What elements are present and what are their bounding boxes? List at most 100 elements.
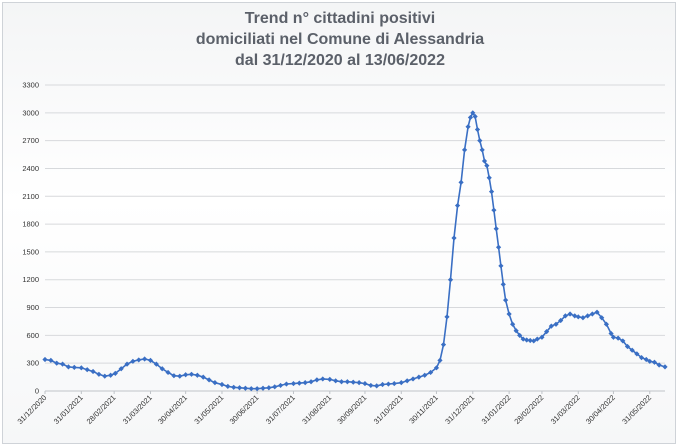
data-point xyxy=(484,163,490,169)
x-tick-label: 28/02/2021 xyxy=(85,393,118,426)
data-point xyxy=(465,124,471,130)
y-tick-label: 600 xyxy=(26,331,39,340)
y-tick-labels: 0 300 600 900 1200 1500 1800 2100 2400 2700 3000 33… xyxy=(22,81,39,396)
data-point xyxy=(585,313,591,319)
data-point xyxy=(410,376,416,382)
data-point xyxy=(379,381,386,388)
y-tick-label: 3300 xyxy=(22,81,39,90)
data-point xyxy=(603,321,609,327)
data-point xyxy=(608,330,614,337)
data-point xyxy=(290,380,297,387)
data-point xyxy=(112,370,118,376)
data-point xyxy=(42,356,48,363)
chart-title: Trend n° cittadini positivi domiciliati … xyxy=(3,8,677,71)
data-point xyxy=(71,364,77,370)
axes xyxy=(44,390,665,394)
data-point xyxy=(416,374,422,380)
data-point xyxy=(183,372,189,378)
data-point xyxy=(531,338,537,344)
data-point xyxy=(503,297,509,303)
chart-title-line-3: dal 31/12/2020 al 13/06/2022 xyxy=(235,52,445,69)
data-point xyxy=(54,360,60,366)
data-point xyxy=(236,385,243,391)
data-point xyxy=(260,385,266,391)
data-point xyxy=(539,334,545,340)
data-point xyxy=(219,381,225,388)
data-point xyxy=(651,359,658,365)
data-point xyxy=(572,313,578,319)
data-point xyxy=(500,281,506,287)
data-point xyxy=(159,366,165,372)
data-point xyxy=(524,337,530,343)
data-point xyxy=(404,378,410,384)
data-point xyxy=(356,380,362,386)
y-tick-label: 1200 xyxy=(22,275,39,284)
data-point xyxy=(567,311,573,317)
x-tick-label: 31/05/2022 xyxy=(620,393,653,426)
data-point xyxy=(447,277,454,283)
data-point xyxy=(451,235,457,241)
data-point xyxy=(374,383,380,389)
data-point xyxy=(470,110,476,116)
data-point xyxy=(513,328,519,334)
data-point xyxy=(338,379,345,385)
data-point xyxy=(320,376,326,382)
x-tick-label: 31/10/2021 xyxy=(372,393,405,426)
data-point xyxy=(643,356,649,363)
data-point xyxy=(553,321,559,327)
data-point xyxy=(48,357,54,363)
data-point xyxy=(277,382,284,389)
data-point xyxy=(477,138,483,144)
data-point xyxy=(558,317,564,324)
x-tick-label: 30/11/2021 xyxy=(407,393,440,426)
data-point xyxy=(491,207,497,213)
data-point xyxy=(391,380,397,387)
data-point xyxy=(254,386,260,392)
y-tick-label: 300 xyxy=(26,359,39,368)
data-point xyxy=(308,379,314,385)
data-point xyxy=(467,114,474,121)
y-tick-label: 2700 xyxy=(22,136,39,145)
y-tick-label: 0 xyxy=(35,387,39,396)
data-point xyxy=(481,158,488,164)
x-tick-label: 31/07/2021 xyxy=(264,393,297,426)
data-point xyxy=(427,369,434,376)
data-point xyxy=(662,364,668,370)
data-point xyxy=(212,380,218,386)
data-point xyxy=(136,357,142,363)
y-tick-label: 2100 xyxy=(22,192,39,201)
x-tick-labels: 31/12/2020 31/01/2021 28/02/2021 31/03/2021… xyxy=(16,393,654,426)
data-point xyxy=(488,189,495,195)
data-point xyxy=(283,381,290,387)
data-point xyxy=(362,380,368,387)
data-point xyxy=(620,338,626,344)
data-point xyxy=(65,364,72,370)
data-point xyxy=(589,311,595,317)
data-point xyxy=(124,361,130,367)
data-point xyxy=(629,347,635,353)
data-point xyxy=(171,373,177,379)
x-tick-label: 31/03/2021 xyxy=(121,393,154,426)
x-tick-label: 28/02/2022 xyxy=(512,393,545,426)
data-point xyxy=(200,374,206,380)
data-point xyxy=(520,336,526,342)
x-tick-label: 31/12/2020 xyxy=(16,393,49,426)
data-point xyxy=(544,329,550,335)
x-tick-label: 31/03/2022 xyxy=(549,393,582,426)
data-point xyxy=(548,323,554,329)
data-point xyxy=(493,226,499,232)
data-point xyxy=(495,244,502,250)
data-point xyxy=(638,355,645,361)
data-point xyxy=(575,314,581,320)
series-line xyxy=(44,111,666,390)
data-point xyxy=(350,379,356,385)
chart-title-line-2: domiciliati nel Comune di Alessandria xyxy=(195,31,485,48)
data-point xyxy=(130,358,136,364)
data-point xyxy=(272,384,278,390)
data-point xyxy=(506,311,512,317)
data-point xyxy=(78,365,84,371)
data-point xyxy=(266,385,272,391)
data-point xyxy=(458,179,464,185)
data-point xyxy=(486,175,492,181)
data-point xyxy=(527,337,533,344)
